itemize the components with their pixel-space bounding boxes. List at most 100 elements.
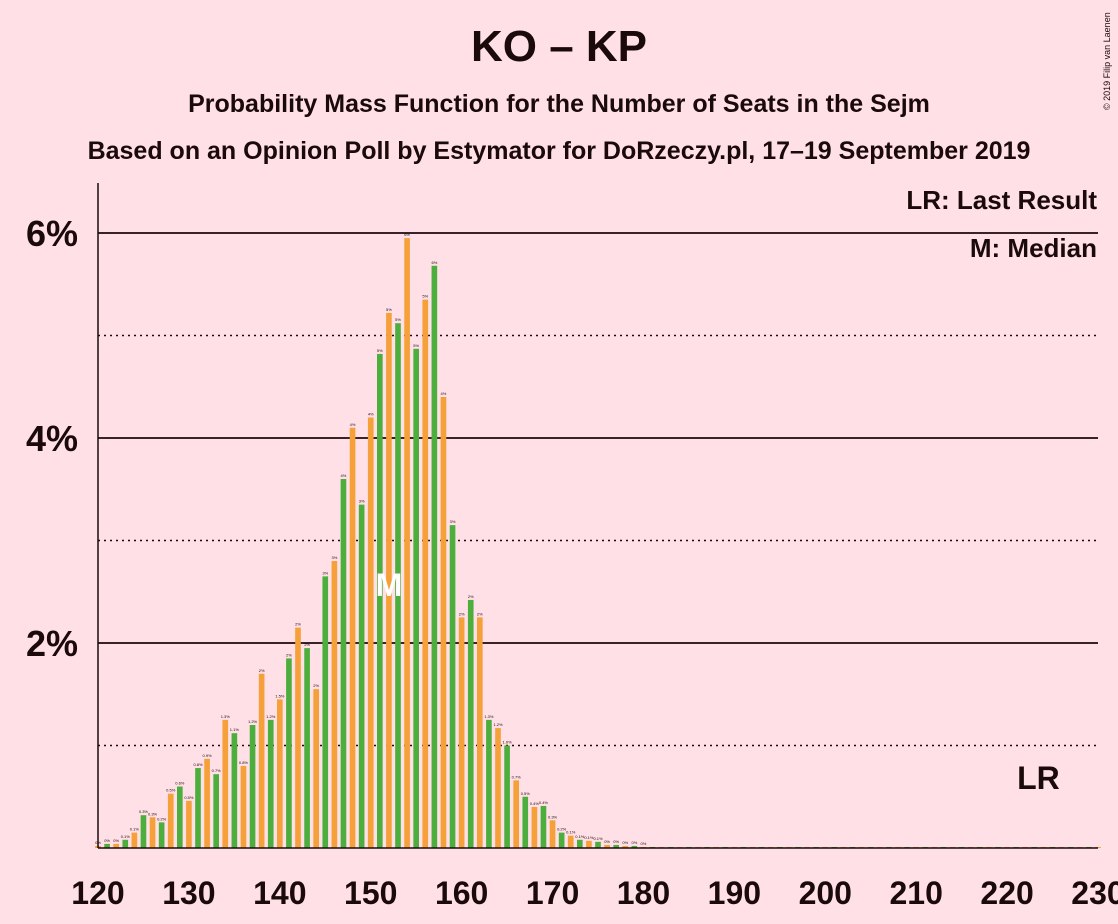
bar-data-label: 0.1% [130, 827, 140, 832]
bar [395, 323, 401, 848]
bar [186, 800, 192, 848]
bar-data-label: 0.5% [166, 788, 176, 793]
bar-data-label: 0% [604, 839, 610, 844]
bar-data-label: 1.5% [275, 693, 285, 698]
bar-data-label: 6% [404, 232, 410, 237]
bar-data-label: 0.4% [530, 801, 540, 806]
bar-data-label: 0.1% [584, 835, 594, 840]
x-tick-label: 220 [980, 875, 1033, 911]
last-result-marker: LR [1017, 760, 1060, 796]
bar [113, 843, 119, 848]
bar-data-label: 0.7% [512, 774, 522, 779]
x-tick-label: 230 [1071, 875, 1118, 911]
bar [367, 417, 374, 848]
bar-data-label: 3% [331, 555, 337, 560]
bar [558, 832, 565, 849]
bar-data-label: 0% [622, 840, 628, 845]
bar-data-label: 2% [477, 611, 483, 616]
bar [340, 479, 347, 848]
bar-data-label: 0.1% [575, 834, 585, 839]
bar-data-label: 0.6% [175, 781, 185, 786]
bar-data-label: 2% [459, 611, 465, 616]
bar [431, 265, 438, 848]
bar [322, 576, 329, 849]
bar [377, 353, 383, 848]
bar [286, 658, 292, 849]
bar-data-label: 0.1% [121, 834, 131, 839]
bar [513, 780, 519, 848]
bar [277, 699, 283, 849]
bar-data-label: 1.3% [484, 714, 494, 719]
bar [204, 758, 210, 848]
bar [486, 719, 492, 849]
bar [140, 815, 147, 848]
x-tick-label: 170 [526, 875, 579, 911]
bar [458, 617, 465, 849]
bar-data-label: 2% [304, 642, 310, 647]
bar-data-label: 4% [368, 412, 374, 417]
bar [231, 733, 238, 848]
bar [522, 796, 529, 848]
bar-data-label: 3% [322, 570, 328, 575]
chart-title: KO – KP [470, 22, 648, 71]
bar [404, 238, 410, 849]
bar [622, 845, 629, 848]
bar-data-label: 1.3% [221, 714, 231, 719]
x-tick-label: 190 [708, 875, 761, 911]
bar [477, 617, 483, 849]
bar [604, 844, 610, 848]
bar [577, 839, 583, 848]
x-tick-label: 180 [617, 875, 670, 911]
bar-data-label: 1.2% [266, 714, 276, 719]
bar-data-label: 2% [313, 683, 319, 688]
bar-data-label: 4% [341, 473, 347, 478]
bar [158, 822, 165, 849]
bar [595, 841, 601, 848]
bar-data-label: 2% [468, 594, 474, 599]
bar-data-label: 3% [450, 519, 456, 524]
bar [495, 728, 501, 848]
bar [586, 840, 592, 849]
bar [422, 299, 429, 849]
bar [549, 820, 556, 849]
bar-data-label: 5% [422, 294, 428, 299]
bar [222, 719, 229, 849]
bar-data-label: 0.3% [548, 814, 558, 819]
bar-data-label: 5% [377, 348, 383, 353]
bar-data-label: 0% [631, 840, 637, 845]
x-tick-label: 140 [253, 875, 306, 911]
y-tick-label: 4% [26, 418, 78, 459]
chart-source: Based on an Opinion Poll by Estymator fo… [87, 137, 1031, 165]
bar-data-label: 3% [359, 499, 365, 504]
bar [631, 845, 638, 848]
bar [213, 774, 219, 848]
bar-data-label: 4% [441, 391, 447, 396]
bar [313, 689, 319, 849]
bar [122, 839, 129, 848]
bar-data-label: 0.5% [184, 795, 194, 800]
bar [567, 835, 574, 848]
bar [167, 793, 174, 848]
bar [331, 561, 338, 848]
bar-data-label: 0% [104, 838, 110, 843]
y-tick-label: 2% [26, 623, 78, 664]
bar-data-label: 0.4% [539, 800, 549, 805]
bars-group: 0%0%0%0.1%0.1%0.3%0.3%0.2%0.5%0.6%0.5%0.… [95, 232, 1101, 849]
bar-data-label: 1.2% [248, 719, 258, 724]
bar-data-label: 0% [641, 841, 647, 846]
bar-data-label: 2% [295, 622, 301, 627]
bar-data-label: 0.5% [521, 791, 531, 796]
bar-data-label: 0.3% [148, 811, 158, 816]
bar [258, 673, 265, 848]
bar-data-label: 0.1% [566, 830, 576, 835]
bar-data-label: 0.1% [593, 836, 603, 841]
bar [177, 786, 183, 848]
bar-data-label: 4% [350, 422, 356, 427]
bar-data-label: 0.3% [139, 809, 149, 814]
bar [304, 648, 310, 849]
bar [195, 768, 201, 848]
legend-median: M: Median [970, 233, 1097, 263]
bar [249, 725, 256, 848]
y-tick-label: 6% [26, 213, 78, 254]
